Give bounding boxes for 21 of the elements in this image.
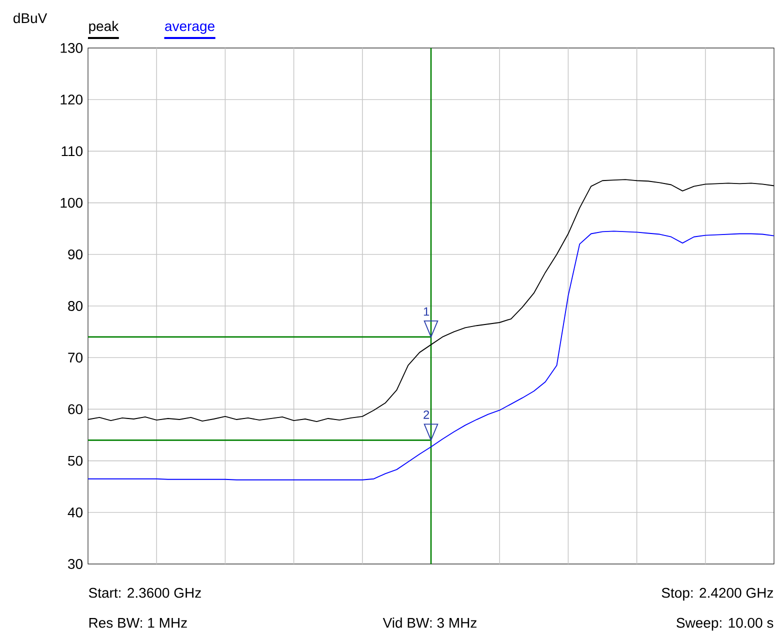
y-tick-label: 60 bbox=[68, 404, 83, 414]
y-tick-label: 120 bbox=[60, 94, 83, 105]
text: Vid BW: 3 MHz bbox=[382, 618, 476, 628]
y-tick-label: 40 bbox=[68, 507, 83, 518]
text: Start: 2.3600 GHz bbox=[88, 588, 201, 598]
y-tick-label: 130 bbox=[60, 43, 83, 53]
y-tick-label: 110 bbox=[62, 146, 83, 156]
text: peak bbox=[89, 20, 119, 34]
y-tick-label: 30 bbox=[68, 559, 83, 569]
annotation: 1 bbox=[424, 307, 430, 316]
text: Sweep: 10.00 s bbox=[676, 618, 774, 631]
y-tick-label: 70 bbox=[68, 352, 83, 363]
text: Stop: 2.4200 GHz bbox=[662, 588, 774, 601]
y-tick-label: 90 bbox=[68, 249, 83, 260]
text: average bbox=[165, 23, 214, 34]
text: Res BW: 1 MHz bbox=[89, 618, 187, 628]
y-tick-label: 50 bbox=[68, 456, 83, 466]
y-tick-label: 80 bbox=[68, 301, 83, 311]
annotation: 2 bbox=[424, 410, 430, 419]
y-axis-title: dBuV bbox=[14, 12, 48, 24]
y-tick-label: 100 bbox=[60, 198, 83, 208]
